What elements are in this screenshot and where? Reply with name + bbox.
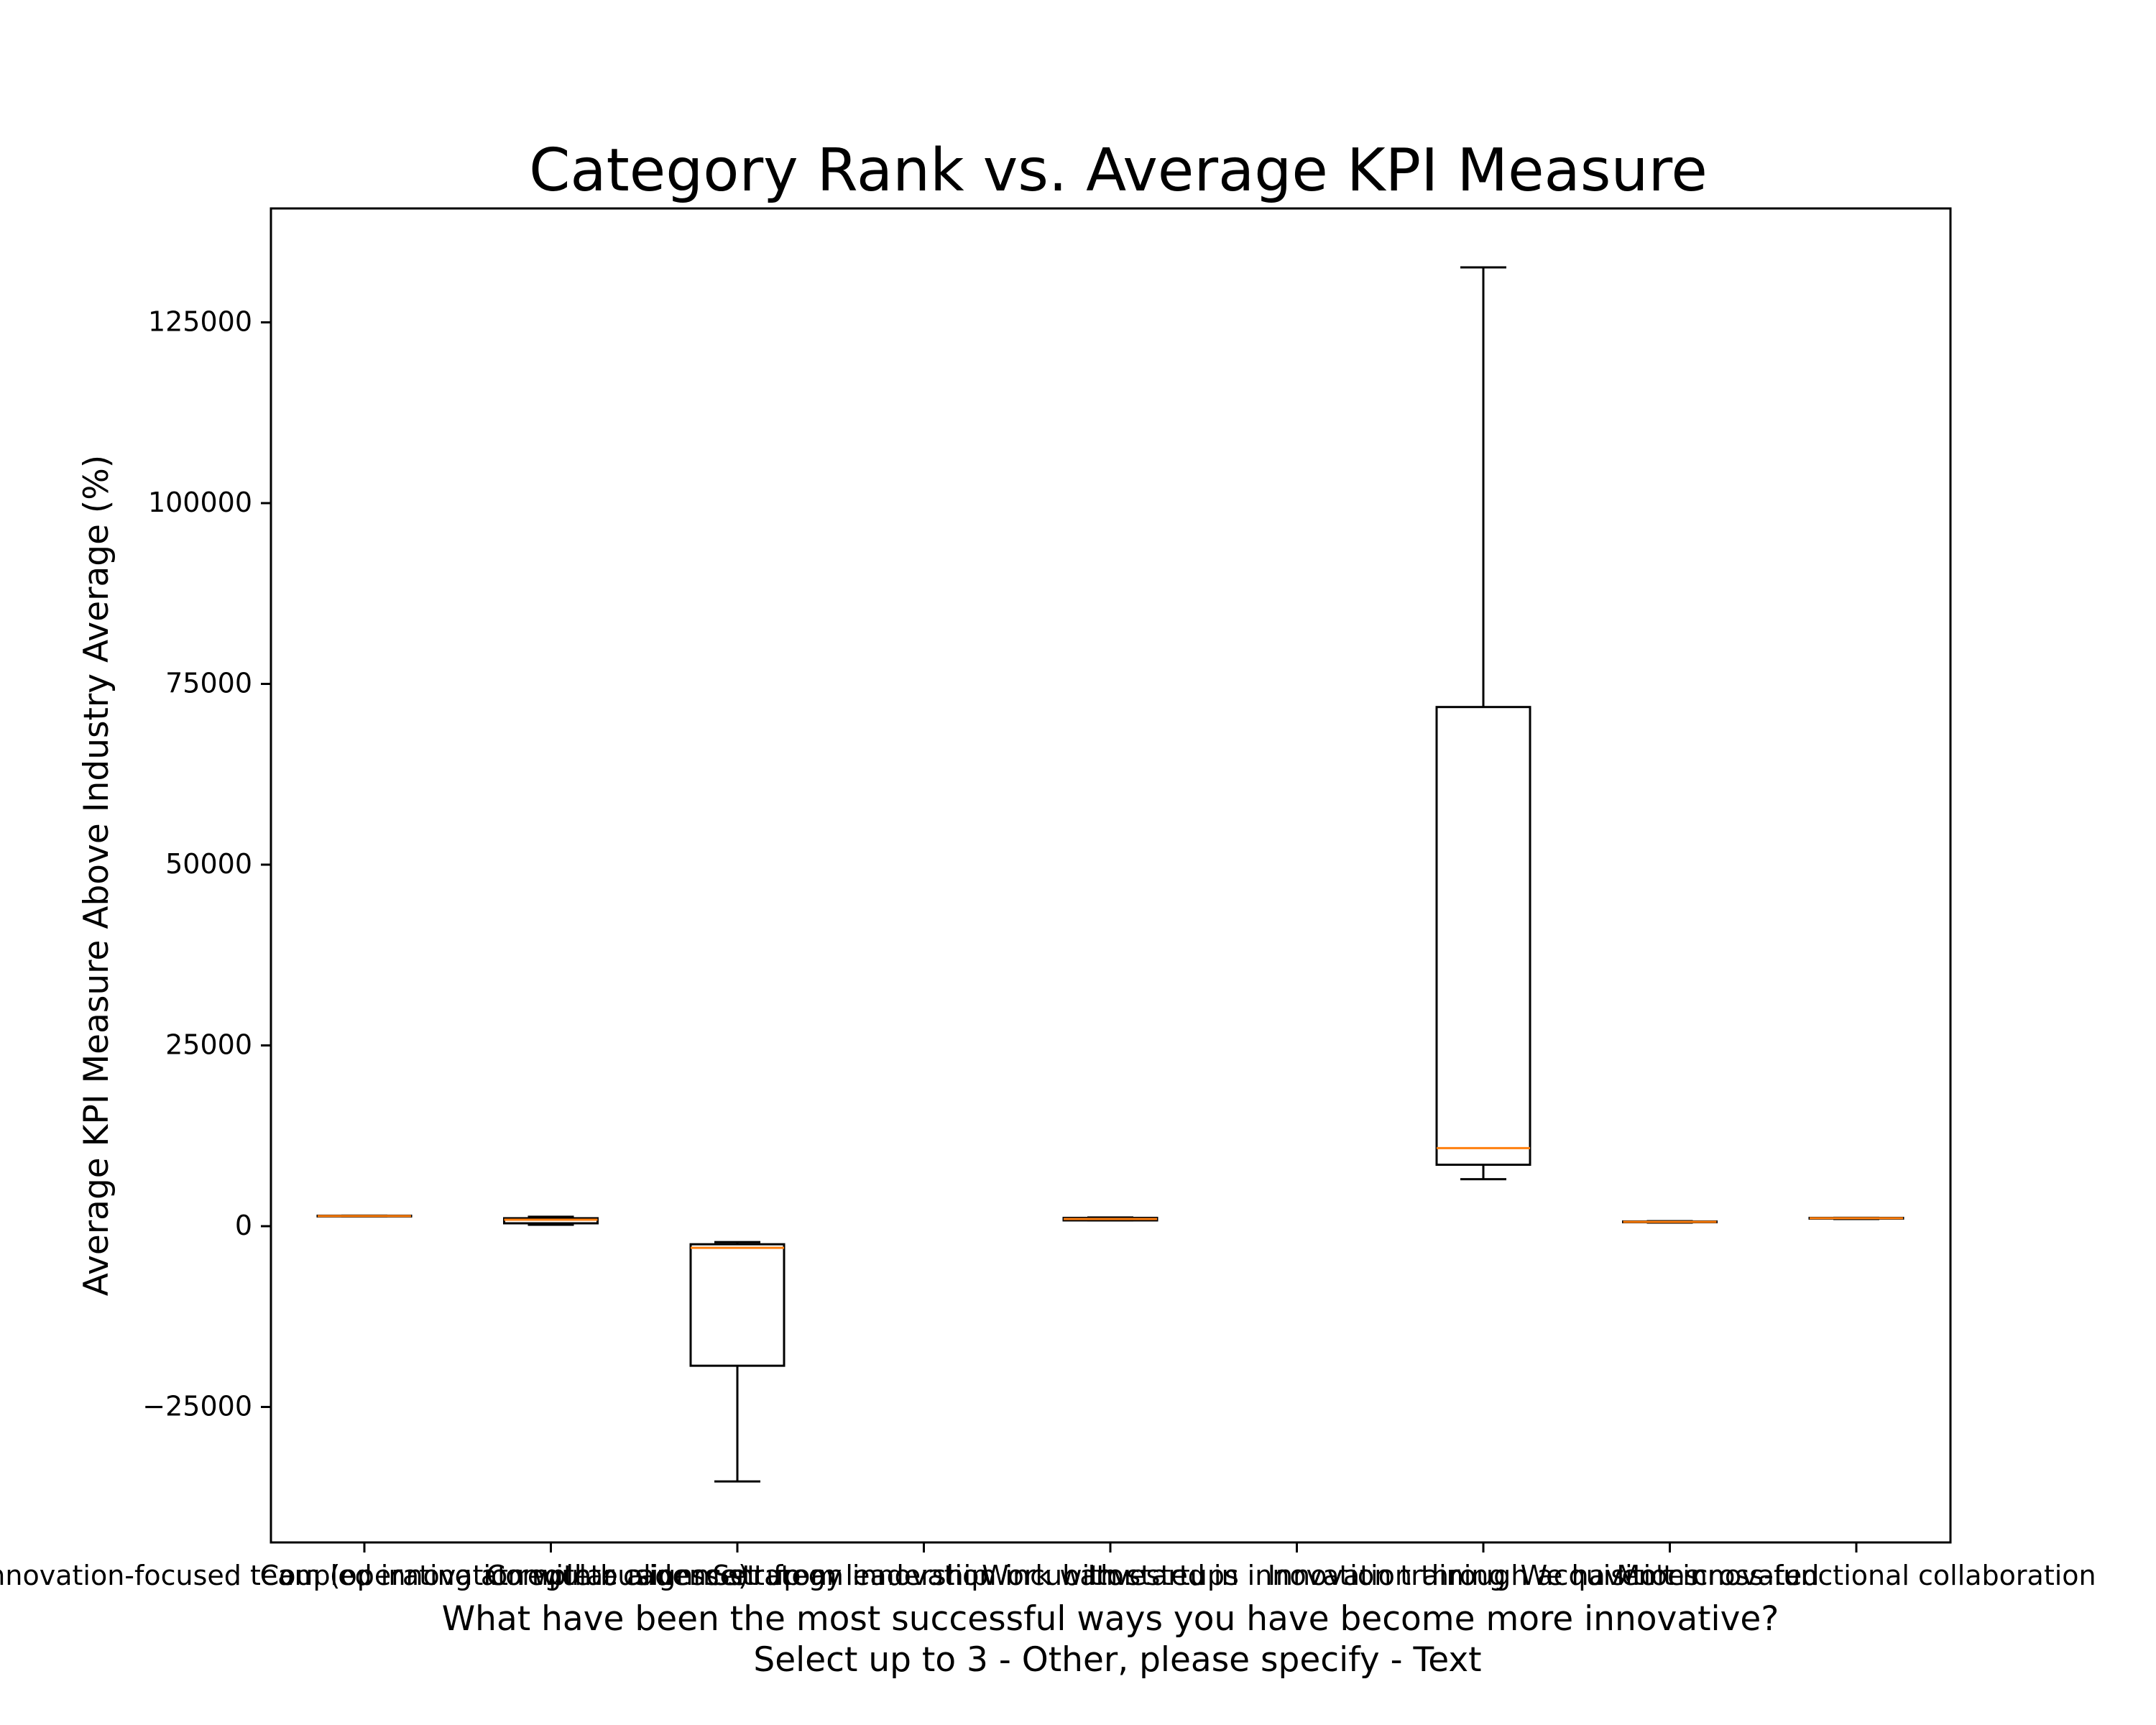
x-tick-label: Coupled innovation with business strateg… [260,1560,842,1591]
x-axis-label-line-2: Select up to 3 - Other, please specify -… [753,1640,1481,1680]
x-tick-label: Work with startups [982,1560,1239,1591]
x-axis-label-line-1: What have been the most successful ways … [442,1599,1779,1639]
box [503,1217,599,1225]
axes-frame [270,207,1952,1544]
y-tick-label: 125000 [148,306,252,338]
x-tick-label: Innovation through acquisitions [1268,1560,1700,1591]
y-tick-label: 50000 [165,848,252,880]
box [689,1243,786,1367]
x-tick-label: Set up an innovation incubator [713,1560,1135,1591]
box [1435,706,1531,1166]
y-axis-label: Average KPI Measure Above Industry Avera… [77,455,116,1297]
y-tick-label: 25000 [165,1029,252,1061]
y-tick-label: 100000 [148,487,252,518]
chart-title: Category Rank vs. Average KPI Measure [529,137,1708,205]
x-tick-label: Innovation-focused team (operating at re… [0,1560,749,1591]
x-tick-label: More cross-functional collaboration [1616,1560,2096,1591]
y-tick-label: 75000 [165,668,252,699]
y-tick-label: −25000 [142,1391,252,1422]
x-tick-label: We haven't innovated [1521,1560,1820,1591]
x-tick-label: Invested in innovation training [1088,1560,1506,1591]
x-tick-label: Complete alignment from leadership [487,1560,989,1591]
y-tick-label: 0 [235,1210,252,1241]
plot-area: −25000 0 25000 50000 75000 100000 125000 Innova… [0,266,2096,1591]
